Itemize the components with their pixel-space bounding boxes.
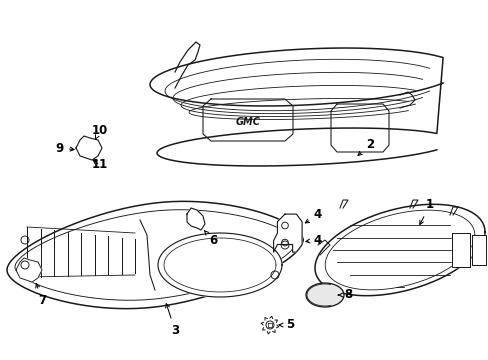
Ellipse shape	[305, 283, 343, 307]
Text: 6: 6	[204, 230, 217, 247]
Polygon shape	[451, 233, 469, 267]
Polygon shape	[273, 214, 302, 252]
Text: 5: 5	[279, 319, 293, 332]
Polygon shape	[7, 201, 303, 309]
Polygon shape	[76, 136, 102, 160]
Text: GMC: GMC	[235, 117, 260, 127]
Polygon shape	[186, 208, 204, 230]
Text: 7: 7	[36, 284, 46, 306]
Polygon shape	[314, 204, 484, 296]
Polygon shape	[158, 233, 282, 297]
Text: 11: 11	[92, 158, 108, 171]
Text: 3: 3	[165, 304, 179, 337]
Polygon shape	[16, 258, 42, 282]
Text: 1: 1	[419, 198, 433, 225]
Text: 4: 4	[305, 208, 322, 223]
Text: 10: 10	[92, 123, 108, 139]
Text: 8: 8	[338, 288, 351, 302]
Polygon shape	[150, 48, 442, 166]
Text: 4: 4	[305, 234, 322, 247]
Text: 9: 9	[56, 141, 74, 154]
Text: 2: 2	[357, 139, 373, 156]
Polygon shape	[471, 235, 485, 265]
